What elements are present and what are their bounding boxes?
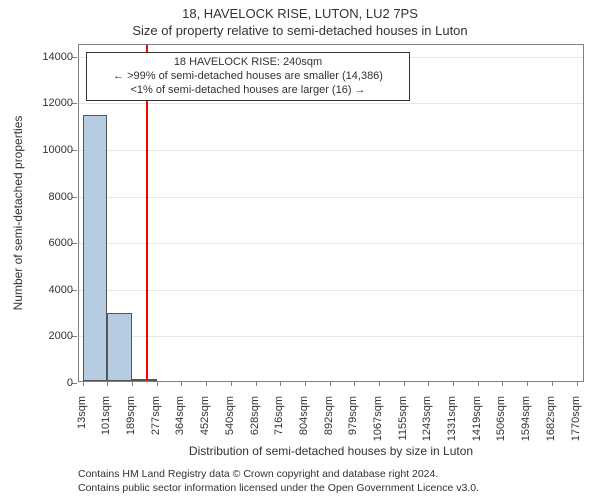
xtick-label: 277sqm bbox=[150, 396, 162, 456]
annotation-line: ← >99% of semi-detached houses are small… bbox=[93, 70, 403, 84]
xtick-label: 13sqm bbox=[76, 396, 88, 456]
xtick-mark bbox=[453, 381, 454, 386]
gridline-h bbox=[79, 197, 583, 198]
ytick-label: 14000 bbox=[42, 51, 79, 63]
xtick-label: 804sqm bbox=[298, 396, 310, 456]
xtick-mark bbox=[206, 381, 207, 386]
title-subtitle: Size of property relative to semi-detach… bbox=[0, 21, 600, 38]
y-axis-label: Number of semi-detached properties bbox=[11, 116, 25, 311]
xtick-label: 1506sqm bbox=[495, 396, 507, 456]
attribution-line2: Contains public sector information licen… bbox=[78, 482, 479, 496]
chart-container: 18, HAVELOCK RISE, LUTON, LU2 7PS Size o… bbox=[0, 0, 600, 500]
xtick-label: 1331sqm bbox=[446, 396, 458, 456]
xtick-label: 892sqm bbox=[323, 396, 335, 456]
xtick-label: 1594sqm bbox=[520, 396, 532, 456]
xtick-label: 1682sqm bbox=[545, 396, 557, 456]
ytick-label: 8000 bbox=[49, 191, 79, 203]
gridline-h bbox=[79, 336, 583, 337]
annotation-box: 18 HAVELOCK RISE: 240sqm← >99% of semi-d… bbox=[86, 52, 410, 101]
xtick-mark bbox=[330, 381, 331, 386]
ytick-label: 6000 bbox=[49, 237, 79, 249]
xtick-mark bbox=[83, 381, 84, 386]
xtick-label: 1770sqm bbox=[570, 396, 582, 456]
xtick-label: 628sqm bbox=[249, 396, 261, 456]
xtick-mark bbox=[305, 381, 306, 386]
xtick-label: 452sqm bbox=[199, 396, 211, 456]
xtick-label: 364sqm bbox=[174, 396, 186, 456]
xtick-mark bbox=[107, 381, 108, 386]
attribution-line1: Contains HM Land Registry data © Crown c… bbox=[78, 468, 479, 482]
xtick-label: 540sqm bbox=[224, 396, 236, 456]
ytick-label: 12000 bbox=[42, 97, 79, 109]
xtick-mark bbox=[354, 381, 355, 386]
xtick-label: 1419sqm bbox=[471, 396, 483, 456]
xtick-mark bbox=[404, 381, 405, 386]
xtick-label: 189sqm bbox=[125, 396, 137, 456]
xtick-mark bbox=[181, 381, 182, 386]
xtick-mark bbox=[379, 381, 380, 386]
xtick-label: 979sqm bbox=[347, 396, 359, 456]
xtick-mark bbox=[231, 381, 232, 386]
xtick-label: 1243sqm bbox=[421, 396, 433, 456]
annotation-line: 18 HAVELOCK RISE: 240sqm bbox=[93, 56, 403, 70]
xtick-mark bbox=[256, 381, 257, 386]
ytick-label: 2000 bbox=[49, 330, 79, 342]
gridline-h bbox=[79, 103, 583, 104]
histogram-bar bbox=[83, 115, 108, 381]
xtick-label: 1155sqm bbox=[397, 396, 409, 456]
ytick-label: 0 bbox=[67, 377, 79, 389]
gridline-h bbox=[79, 290, 583, 291]
title-address: 18, HAVELOCK RISE, LUTON, LU2 7PS bbox=[0, 0, 600, 21]
xtick-label: 1067sqm bbox=[372, 396, 384, 456]
attribution-text: Contains HM Land Registry data © Crown c… bbox=[78, 468, 479, 495]
xtick-mark bbox=[428, 381, 429, 386]
xtick-label: 101sqm bbox=[100, 396, 112, 456]
xtick-mark bbox=[552, 381, 553, 386]
xtick-mark bbox=[157, 381, 158, 386]
xtick-label: 716sqm bbox=[273, 396, 285, 456]
xtick-mark bbox=[280, 381, 281, 386]
ytick-label: 10000 bbox=[42, 144, 79, 156]
gridline-h bbox=[79, 150, 583, 151]
histogram-bar bbox=[132, 379, 157, 381]
xtick-mark bbox=[577, 381, 578, 386]
gridline-h bbox=[79, 243, 583, 244]
xtick-mark bbox=[478, 381, 479, 386]
histogram-bar bbox=[107, 313, 132, 381]
ytick-label: 4000 bbox=[49, 284, 79, 296]
annotation-line: <1% of semi-detached houses are larger (… bbox=[93, 84, 403, 98]
xtick-mark bbox=[502, 381, 503, 386]
xtick-mark bbox=[132, 381, 133, 386]
xtick-mark bbox=[527, 381, 528, 386]
